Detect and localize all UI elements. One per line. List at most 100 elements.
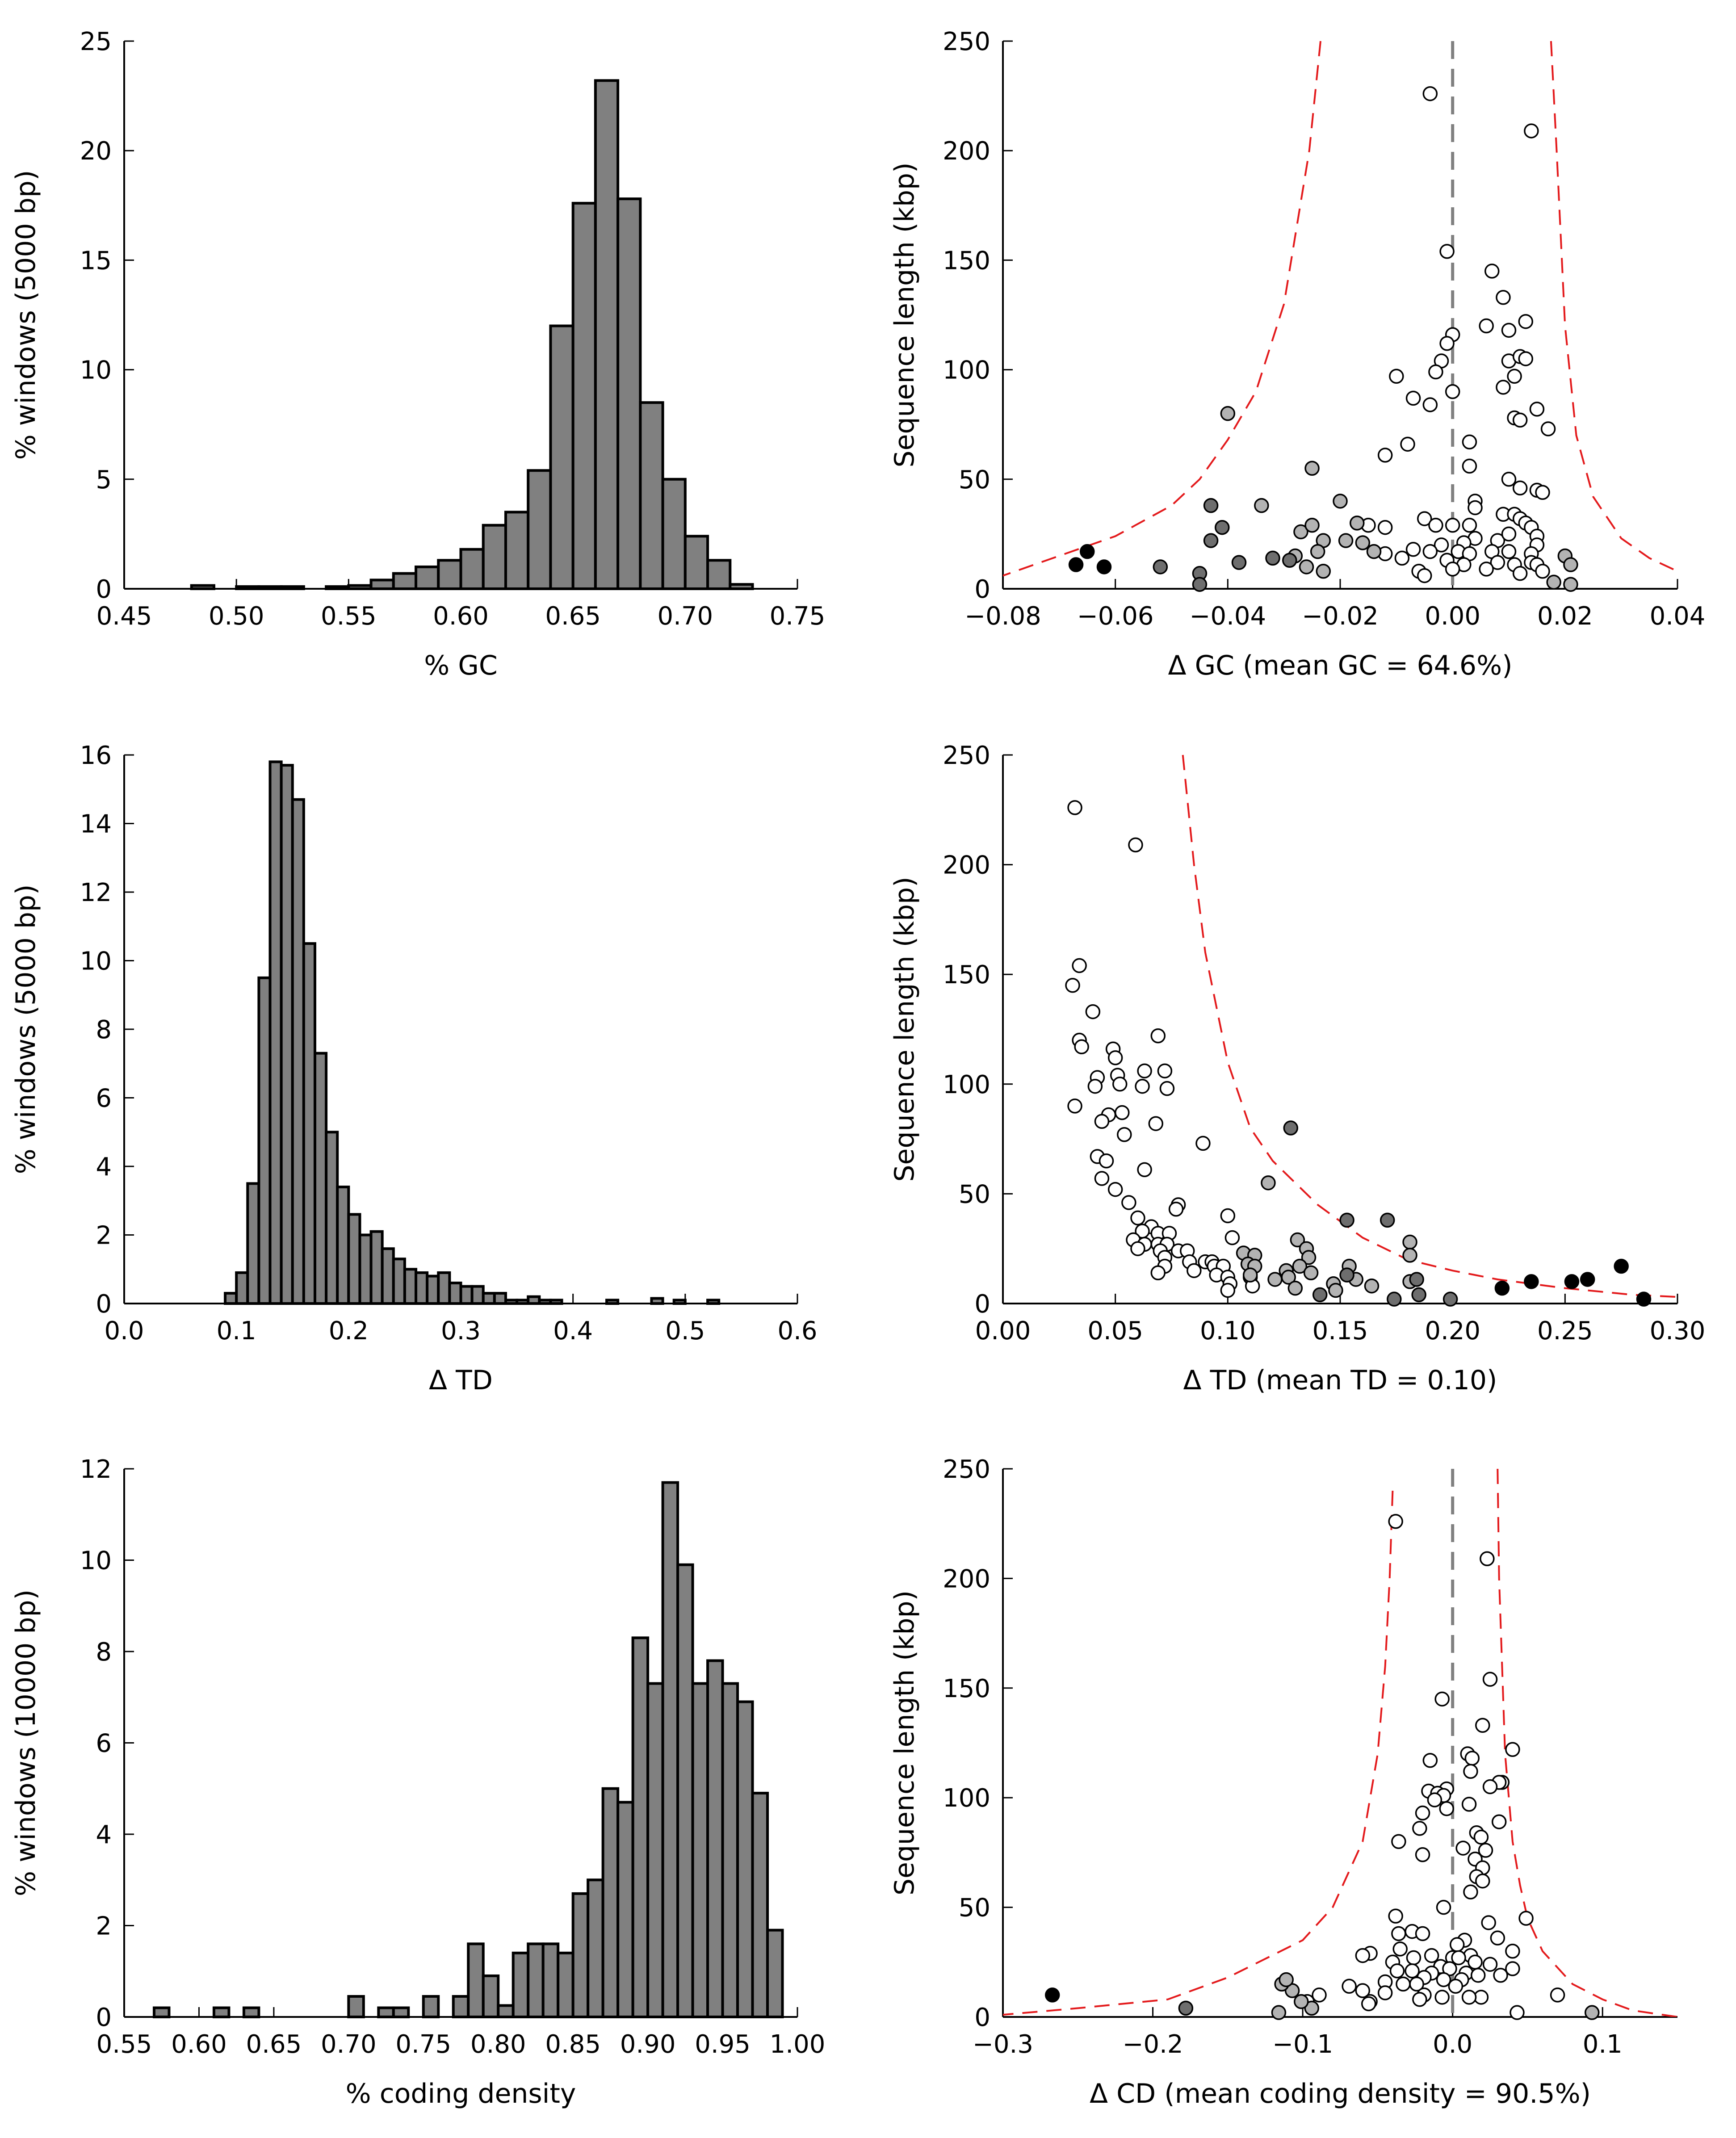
x-tick-label: 0.90: [620, 2030, 676, 2059]
threshold-curve-left: [1003, 1491, 1394, 2016]
histogram-bar: [325, 585, 350, 590]
y-tick-label: 6: [96, 1729, 112, 1758]
x-tick-label: −0.08: [964, 602, 1041, 631]
scatter-point: [1150, 1028, 1166, 1044]
scatter-point: [1434, 1990, 1450, 2005]
scatter-point: [1279, 1972, 1294, 1987]
x-axis-label: Δ GC (mean GC = 64.6%): [1168, 650, 1512, 681]
scatter-point: [1178, 2000, 1194, 2016]
x-axis-label: % coding density: [346, 2078, 576, 2109]
scatter-point: [1287, 1280, 1303, 1296]
scatter-point: [1482, 1779, 1498, 1794]
x-tick-label: 0.80: [470, 2030, 526, 2059]
scatter-point: [1636, 1291, 1652, 1307]
y-tick-label: 2: [96, 1912, 112, 1941]
y-tick-label: 100: [943, 356, 990, 385]
y-tick-label: 200: [943, 851, 990, 880]
scatter-point: [1580, 1272, 1595, 1287]
histogram-bar: [257, 585, 283, 590]
x-tick-label: 0.05: [1087, 1316, 1143, 1346]
histogram-bar: [661, 1481, 679, 2018]
y-tick-label: 0: [974, 1290, 990, 1319]
scatter-point: [1417, 511, 1432, 526]
y-tick-label: 6: [96, 1084, 112, 1113]
scatter-point: [1195, 1136, 1211, 1151]
panel-gc-scatter: −0.08 −0.06 −0.04 −0.02 0.00 0.02 0.04 0 50 100 15…: [889, 27, 1705, 681]
x-axis-label: % GC: [424, 650, 497, 681]
histogram-bar: [482, 524, 507, 591]
scatter-point: [1428, 364, 1443, 380]
scatter-point: [1501, 526, 1517, 542]
scatter-point: [1411, 1287, 1426, 1303]
scatter-point: [1463, 1884, 1478, 1899]
threshold-curve-right: [1550, 41, 1677, 572]
y-tick-label: 250: [943, 741, 990, 770]
histogram-bar: [347, 584, 373, 591]
scatter-point: [1312, 1287, 1328, 1303]
y-tick-label: 0: [96, 2003, 112, 2032]
scatter-point: [1333, 494, 1348, 509]
histogram-bar: [766, 1928, 784, 2019]
scatter-point: [1415, 1847, 1430, 1862]
histogram-bar: [246, 1182, 260, 1305]
histogram-bar: [358, 1233, 373, 1305]
scatter-point: [1584, 2005, 1600, 2020]
scatter-point: [1478, 1843, 1493, 1858]
scatter-point: [1415, 1926, 1430, 1941]
scatter-point: [1377, 1985, 1393, 2000]
scatter-point: [1439, 244, 1455, 259]
x-tick-label: 0.55: [96, 2030, 152, 2059]
histogram-bar: [235, 1271, 249, 1305]
histogram-bar: [152, 2006, 171, 2018]
histogram-bar: [706, 1299, 721, 1305]
scatter-point: [1310, 544, 1325, 559]
scatter-point: [1462, 458, 1477, 474]
scatter-point: [1389, 369, 1404, 384]
scatter-point: [1338, 533, 1354, 548]
scatter-point: [1449, 1937, 1465, 1952]
x-tick-label: −0.1: [1272, 2030, 1333, 2059]
histogram-bar: [437, 559, 462, 591]
scatter-point: [1107, 1182, 1123, 1197]
scatter-point: [1510, 2005, 1525, 2020]
scatter-point: [1529, 402, 1545, 417]
x-tick-label: 0.30: [1650, 1316, 1706, 1346]
scatter-point: [1137, 1063, 1152, 1079]
scatter-point: [1462, 434, 1477, 450]
y-axis-label: Sequence length (kbp): [889, 162, 920, 467]
y-tick-label: 50: [959, 1894, 990, 1923]
scatter-point: [1422, 397, 1438, 412]
scatter-point: [1096, 559, 1112, 574]
scatter-point: [1304, 2000, 1319, 2016]
scatter-point: [1215, 520, 1230, 535]
histogram-bar: [291, 798, 305, 1305]
histogram-bar: [448, 1281, 462, 1305]
scatter-point: [1512, 566, 1528, 581]
scatter-point: [1405, 390, 1421, 406]
panel-gc-histogram: 0.45 0.50 0.55 0.60 0.65 0.70 0.75 0 5 10 15 20 25 % …: [10, 27, 825, 681]
scatter-point: [1094, 1171, 1110, 1186]
scatter-point: [1159, 1081, 1175, 1096]
scatter-point: [1261, 1175, 1276, 1191]
histogram-bar: [268, 760, 283, 1305]
x-tick-label: 0.04: [1650, 602, 1706, 631]
x-tick-label: 0.4: [553, 1316, 593, 1346]
histogram-bar: [403, 1268, 418, 1305]
scatter-point: [1267, 1272, 1283, 1287]
histogram-bar: [392, 2006, 410, 2018]
y-tick-label: 10: [80, 947, 112, 976]
scatter-point: [1168, 1202, 1184, 1217]
histogram-bar: [459, 548, 485, 591]
scatter-point: [1130, 1210, 1145, 1226]
y-tick-label: 5: [96, 465, 112, 495]
histogram-bar: [601, 1787, 620, 2018]
histogram-bar: [504, 511, 530, 590]
scatter-point: [1293, 524, 1308, 540]
histogram-bar: [650, 1297, 664, 1305]
scatter-point: [1479, 318, 1494, 334]
histogram-bar: [493, 1291, 507, 1305]
scatter-point: [1518, 314, 1533, 329]
scatter-point: [1316, 564, 1331, 579]
panel-cd-histogram: 0.55 0.60 0.65 0.70 0.75 0.80 0.85 0.90 0.95 1.00…: [10, 1455, 825, 2109]
scatter-point: [1422, 86, 1438, 101]
